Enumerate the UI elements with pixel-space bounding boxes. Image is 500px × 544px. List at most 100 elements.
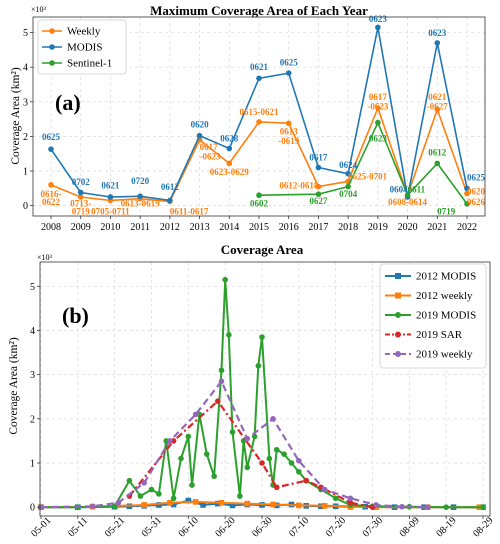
chart-a-data-point	[375, 119, 381, 126]
chart-a-annotation: 0623	[428, 28, 447, 38]
chart-b-data-point	[189, 482, 195, 488]
chart-a-annotation: 0615-0621	[240, 107, 279, 117]
chart-a-x-tick-label: 2017	[308, 222, 328, 233]
chart-a-data-point	[375, 105, 381, 111]
chart-a-data-point	[434, 40, 441, 46]
chart-a-annotation: 0627	[309, 196, 328, 206]
chart-b-data-point	[443, 504, 449, 510]
chart-a-legend: Weekly MODIS Sentinel-1	[37, 19, 127, 75]
chart-b-legend-label: 2019 weekly	[416, 349, 473, 361]
chart-b-multiplier: ×10³	[37, 253, 53, 262]
chart-a-data-point	[285, 120, 292, 127]
chart-b-data-point	[170, 495, 177, 502]
chart-a-x-tick-label: 2009	[71, 222, 91, 233]
chart-b-data-point	[141, 480, 147, 486]
chart-a-annotation: 0617	[369, 92, 388, 102]
chart-b-data-point	[115, 499, 122, 506]
chart-b-legend-marker	[395, 312, 401, 318]
chart-a-annotation: -0627	[427, 101, 448, 111]
chart-b-x-tick-label: 08-09	[398, 515, 422, 539]
chart-b-data-point	[178, 455, 184, 462]
chart-b-data-point	[218, 499, 225, 506]
chart-a-data-point	[345, 170, 351, 177]
chart-a-x-tick-label: 2013	[190, 222, 210, 233]
chart-b-data-point	[244, 435, 251, 442]
chart-b-data-point	[222, 276, 228, 283]
chart-a-annotation: 0620	[191, 120, 210, 130]
chart-b-data-point	[480, 504, 486, 510]
chart-a-data-point	[167, 197, 173, 204]
chart-a-x-tick-label: 2015	[249, 222, 269, 233]
chart-a-data-point	[434, 160, 441, 167]
chart-a: Maximum Coverage Area of Each Year ×10³ …	[10, 3, 486, 233]
chart-b-data-point	[111, 503, 118, 510]
chart-b-data-point	[126, 477, 133, 484]
chart-b-frame	[39, 261, 491, 517]
chart-a-annotation: 0602	[250, 198, 269, 208]
chart-b-data-point	[255, 363, 262, 369]
chart-a-data-point	[256, 119, 262, 125]
chart-b-panel-label: (b)	[62, 303, 89, 328]
chart-b-legend-marker	[395, 273, 401, 279]
chart-b-data-point	[332, 495, 339, 502]
chart-a-annotation: 0611-0617	[170, 207, 209, 217]
chart-b-data-point	[244, 500, 251, 507]
chart-a-x-tick-label: 2011	[130, 222, 150, 233]
chart-b-legend-label: 2019 SAR	[416, 329, 463, 341]
chart-a-annotation: 0625	[467, 173, 486, 183]
chart-a-x-tick-label: 2022	[457, 222, 477, 233]
chart-b-data-point	[347, 499, 354, 506]
chart-b-data-point	[141, 502, 147, 508]
chart-a-annotation: 0623	[369, 14, 388, 24]
chart-a-legend-label: Weekly	[67, 26, 101, 38]
chart-a-legend-marker	[49, 60, 55, 66]
chart-a-y-tick-label: 2	[23, 132, 28, 143]
chart-b-data-point	[156, 502, 162, 508]
chart-a-annotation: 0617	[200, 142, 219, 152]
chart-a-data-point	[375, 24, 381, 31]
chart-a-data-point	[107, 194, 114, 200]
chart-b-data-point	[270, 416, 276, 422]
chart-b-x-tick-label: 07-30	[361, 515, 385, 539]
chart-a-data-point	[77, 189, 84, 196]
chart-b-x-tick-label: 05-31	[140, 515, 164, 539]
chart-b-y-ticks: 0 1 2 3 4 5	[30, 282, 40, 514]
chart-a-annotation: -0623	[200, 152, 221, 162]
chart-a-legend-marker	[49, 44, 55, 50]
chart-a-x-ticks: 2008 2009 2010 2011 2012 2013 2014 2015 2016 2017…	[41, 216, 477, 233]
chart-a-annotation: 0623-0629	[210, 167, 249, 177]
chart-b-data-point	[167, 499, 173, 506]
chart-b-x-tick-label: 08-19	[434, 515, 458, 539]
chart-b-data-point	[296, 502, 302, 509]
chart-a-x-tick-label: 2016	[279, 222, 299, 233]
chart-a-annotation: 0625-0701	[348, 172, 387, 182]
chart-a-data-point	[77, 194, 84, 200]
chart-b-data-point	[170, 501, 177, 508]
chart-a-legend-label: MODIS	[67, 42, 102, 54]
chart-b-data-point	[229, 429, 236, 435]
chart-b-data-point	[200, 502, 206, 508]
chart-b-data-point	[321, 486, 328, 493]
chart-a-x-tick-label: 2014	[219, 222, 239, 233]
chart-b-y-tick-label: 4	[30, 326, 35, 337]
chart-b-legend-box	[379, 263, 487, 369]
chart-b-data-point	[229, 502, 236, 509]
chart-a-annotation: 0621	[428, 92, 447, 102]
chart-a-panel-label: (a)	[55, 90, 81, 115]
chart-a-annotation: 0626	[467, 197, 486, 207]
chart-b-legend-label: 2019 MODIS	[416, 310, 476, 322]
chart-a-x-tick-label: 2012	[160, 222, 180, 233]
chart-b-data-point	[89, 503, 96, 510]
chart-a-data-point	[404, 192, 411, 199]
chart-b-legend-label: 2012 weekly	[416, 290, 473, 302]
chart-b-data-point	[296, 469, 302, 475]
chart-a-legend-entries: Weekly MODIS Sentinel-1	[42, 26, 112, 70]
chart-a-annotation: -0619	[278, 136, 299, 146]
chart-a-legend-box	[37, 19, 127, 75]
chart-a-y-tick-label: 4	[23, 63, 28, 74]
chart-b-legend-label: 2012 MODIS	[416, 271, 476, 283]
chart-b-data-point	[167, 438, 173, 444]
chart-a-data-point	[48, 182, 54, 188]
chart-b-data-point	[185, 497, 192, 504]
